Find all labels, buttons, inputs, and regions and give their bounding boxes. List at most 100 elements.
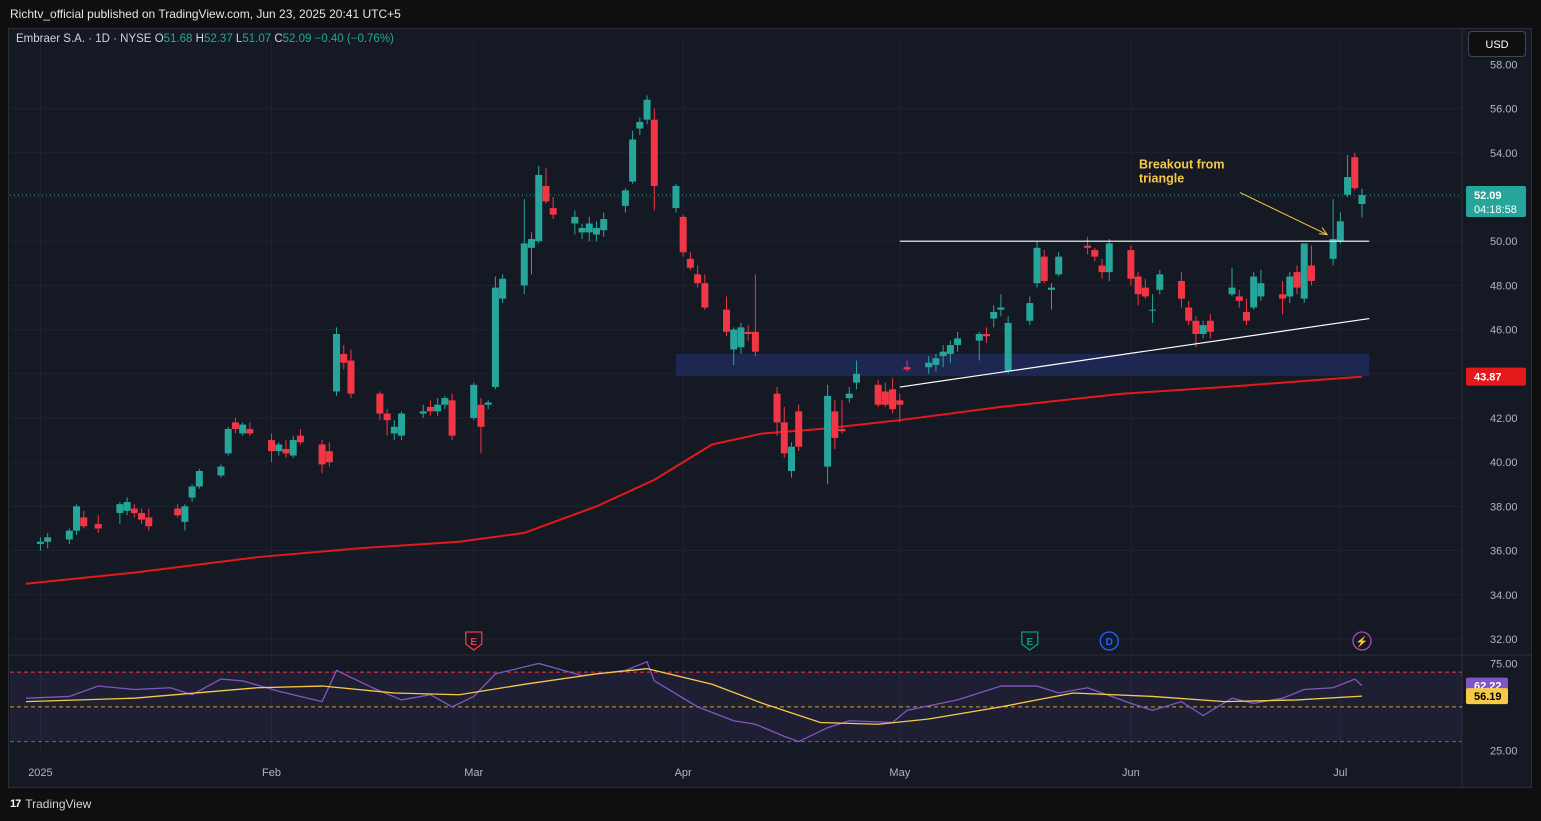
candle-body bbox=[181, 506, 189, 522]
candle-body bbox=[1329, 238, 1337, 259]
event-marker-glyph: E bbox=[1026, 637, 1033, 648]
x-tick-label: Apr bbox=[675, 767, 692, 779]
x-tick-label: Jun bbox=[1122, 767, 1140, 779]
y-tick-label-top: 58.00 bbox=[1490, 59, 1518, 71]
candle-body bbox=[426, 406, 434, 412]
trendline-support bbox=[899, 317, 1370, 388]
candle-body bbox=[585, 223, 593, 233]
candle-body bbox=[730, 329, 738, 350]
candle-body bbox=[686, 258, 694, 268]
candle-body bbox=[520, 243, 528, 286]
annotation-text-line2: triangle bbox=[1139, 171, 1184, 185]
x-tick-label: Mar bbox=[464, 767, 483, 779]
candle-body bbox=[751, 331, 759, 352]
high-label: H bbox=[195, 33, 204, 45]
candle-body bbox=[737, 327, 745, 348]
candle-body bbox=[795, 411, 803, 447]
candle-body bbox=[138, 512, 146, 520]
low-label: L bbox=[235, 33, 243, 45]
candle-body bbox=[701, 283, 709, 308]
candle-body bbox=[318, 444, 326, 465]
chart-frame[interactable] bbox=[8, 28, 1532, 788]
candle-body bbox=[36, 541, 44, 544]
candle-body bbox=[571, 216, 579, 224]
candle-body bbox=[398, 413, 406, 436]
y-tick-label: 56.00 bbox=[1490, 104, 1518, 116]
countdown-label: 04:18:58 bbox=[1474, 204, 1517, 216]
candle-body bbox=[939, 351, 947, 357]
candle-body bbox=[1293, 272, 1301, 288]
candle-body bbox=[1040, 256, 1048, 281]
candle-body bbox=[383, 413, 391, 421]
candle-body bbox=[1257, 283, 1265, 297]
x-tick-label: 2025 bbox=[28, 767, 52, 779]
candle-body bbox=[448, 400, 456, 436]
candle-body bbox=[838, 429, 846, 432]
rsi-ma-value-badge: 56.19 bbox=[1474, 691, 1502, 703]
candle-body bbox=[1098, 265, 1106, 273]
candle-body bbox=[195, 471, 203, 487]
candle-body bbox=[549, 208, 557, 215]
candle-body bbox=[246, 429, 254, 434]
y-tick-label: 50.00 bbox=[1490, 236, 1518, 248]
candle-body bbox=[239, 424, 247, 434]
candle-body bbox=[672, 185, 680, 209]
candle-body bbox=[643, 99, 651, 120]
candle-body bbox=[441, 398, 449, 405]
candle-body bbox=[123, 501, 131, 511]
close-label: C bbox=[274, 33, 283, 45]
candle-body bbox=[1228, 287, 1236, 295]
candle-body bbox=[1055, 256, 1063, 275]
candle-body bbox=[1250, 276, 1258, 308]
candle-body bbox=[325, 451, 333, 463]
rsi-line bbox=[25, 660, 1363, 743]
candle-body bbox=[1344, 177, 1352, 195]
publisher-line: Richtv_official published on TradingView… bbox=[0, 0, 1541, 28]
candle-body bbox=[889, 389, 897, 410]
support-zone-rect bbox=[675, 353, 1370, 376]
candle-body bbox=[499, 278, 507, 299]
candle-body bbox=[65, 530, 73, 540]
candle-body bbox=[1307, 265, 1315, 281]
high-value: 52.37 bbox=[203, 33, 233, 45]
candle-body bbox=[650, 119, 658, 186]
y-tick-label: 40.00 bbox=[1490, 457, 1518, 469]
event-marker-earnings-past-icon bbox=[465, 631, 483, 651]
candle-body bbox=[1185, 307, 1193, 321]
candle-body bbox=[881, 391, 889, 405]
ma-price-badge: 43.87 bbox=[1474, 372, 1502, 384]
candle-body bbox=[268, 440, 276, 452]
candle-body bbox=[600, 219, 608, 231]
candle-body bbox=[1177, 280, 1185, 299]
candle-body bbox=[946, 345, 954, 354]
annotation-text-line1: Breakout from bbox=[1139, 157, 1224, 171]
candle-body bbox=[722, 309, 730, 332]
candle-body bbox=[925, 362, 933, 368]
y-tick-label: 46.00 bbox=[1490, 325, 1518, 337]
last-price-badge: 52.09 bbox=[1474, 190, 1502, 202]
candle-body bbox=[231, 422, 239, 430]
candle-body bbox=[982, 334, 990, 337]
candle-body bbox=[787, 446, 795, 472]
candle-body bbox=[990, 311, 998, 319]
event-marker-dividend-icon bbox=[1099, 631, 1119, 651]
tradingview-logo-icon: 17 bbox=[10, 798, 21, 810]
footer-brand[interactable]: 17 TradingView bbox=[10, 795, 91, 813]
candle-body bbox=[217, 466, 225, 476]
y-tick-label: 34.00 bbox=[1490, 590, 1518, 602]
candle-body bbox=[593, 227, 601, 235]
currency-button[interactable]: USD bbox=[1468, 31, 1526, 57]
event-marker-glyph: E bbox=[470, 637, 477, 648]
candle-body bbox=[44, 537, 52, 542]
candle-body bbox=[333, 334, 341, 392]
y-tick-label: 42.00 bbox=[1490, 413, 1518, 425]
candle-body bbox=[188, 486, 196, 498]
candle-body bbox=[1242, 311, 1250, 321]
candle-body bbox=[94, 524, 102, 529]
candle-body bbox=[1286, 276, 1294, 297]
candle-body bbox=[80, 517, 88, 527]
candle-body bbox=[874, 384, 882, 405]
candle-body bbox=[528, 238, 536, 248]
candle-body bbox=[130, 508, 138, 513]
